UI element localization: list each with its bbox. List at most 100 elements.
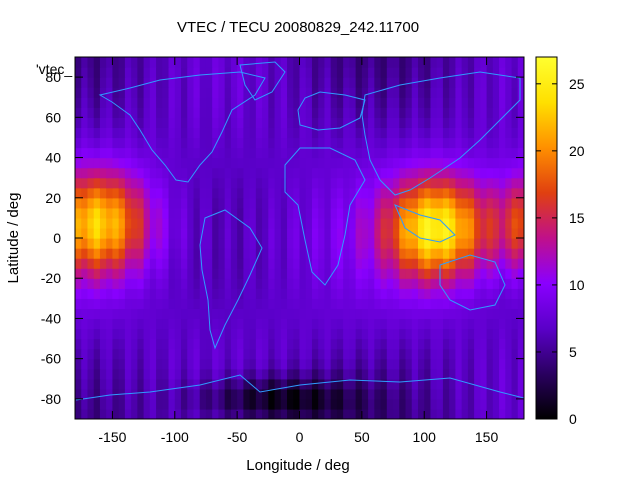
heatmap-cell — [386, 388, 394, 400]
heatmap-cell — [168, 318, 176, 330]
heatmap-cell — [430, 238, 438, 249]
heatmap-cell — [411, 398, 419, 410]
heatmap-cell — [393, 127, 400, 139]
heatmap-cell — [474, 408, 481, 419]
heatmap-cell — [330, 187, 338, 199]
heatmap-cell — [255, 87, 263, 98]
heatmap-cell — [517, 157, 524, 169]
heatmap-cell — [380, 328, 388, 340]
heatmap-cell — [143, 298, 151, 309]
heatmap-cell — [492, 268, 500, 279]
heatmap-cell — [93, 368, 101, 380]
heatmap-cell — [343, 368, 350, 380]
heatmap-cell — [112, 358, 120, 370]
heatmap-cell — [174, 227, 182, 239]
heatmap-cell — [467, 328, 475, 340]
heatmap-cell — [368, 348, 375, 360]
heatmap-cell — [81, 217, 89, 229]
heatmap-cell — [181, 177, 188, 189]
heatmap-cell — [374, 378, 382, 390]
heatmap-cell — [386, 207, 394, 219]
heatmap-cell — [336, 328, 344, 340]
heatmap-cell — [168, 187, 176, 199]
heatmap-cell — [492, 248, 500, 259]
heatmap-cell — [224, 137, 232, 149]
heatmap-cell — [461, 107, 469, 118]
heatmap-cell — [143, 328, 151, 340]
heatmap-cell — [449, 197, 457, 209]
heatmap-cell — [380, 107, 388, 118]
heatmap-cell — [430, 87, 438, 98]
heatmap-cell — [499, 167, 506, 179]
heatmap-cell — [330, 318, 338, 330]
heatmap-cell — [517, 318, 524, 330]
heatmap-cell — [430, 398, 438, 410]
heatmap-cell — [255, 328, 263, 340]
heatmap-cell — [361, 248, 369, 259]
heatmap-cell — [255, 117, 263, 128]
coast-indonesia — [394, 204, 456, 243]
heatmap-cell — [205, 177, 213, 189]
heatmap-cell — [193, 117, 201, 128]
heatmap-cell — [455, 217, 463, 229]
heatmap-cell — [75, 348, 82, 360]
heatmap-cell — [187, 248, 195, 259]
heatmap-cell — [386, 358, 394, 370]
heatmap-cell — [430, 378, 438, 390]
heatmap-cell — [318, 398, 326, 410]
heatmap-cell — [87, 378, 95, 390]
heatmap-cell — [386, 147, 394, 159]
heatmap-cell — [343, 408, 350, 419]
heatmap-cell — [405, 77, 413, 88]
heatmap-cell — [336, 238, 344, 249]
heatmap-cell — [305, 288, 313, 299]
heatmap-cell — [305, 388, 313, 400]
heatmap-cell — [181, 248, 188, 259]
y-tick-label: -20 — [41, 270, 61, 286]
heatmap-cell — [255, 177, 263, 189]
heatmap-cell — [268, 358, 276, 370]
heatmap-cell — [149, 217, 157, 229]
heatmap-cell — [280, 308, 288, 320]
heatmap-cell — [505, 298, 513, 309]
heatmap-cell — [386, 348, 394, 360]
heatmap-cell — [424, 217, 432, 229]
heatmap-cell — [336, 67, 344, 78]
heatmap-cell — [486, 187, 494, 199]
heatmap-cell — [168, 97, 176, 108]
heatmap-cell — [505, 157, 513, 169]
heatmap-cell — [224, 268, 232, 279]
heatmap-cell — [343, 57, 350, 68]
heatmap-cell — [106, 197, 114, 209]
heatmap-cell — [187, 57, 195, 68]
heatmap-cell — [193, 127, 201, 139]
heatmap-cell — [424, 157, 432, 169]
heatmap-cell — [299, 328, 307, 340]
heatmap-cell — [467, 248, 475, 259]
heatmap-cell — [511, 147, 519, 159]
heatmap-cell — [162, 258, 170, 269]
heatmap-cell — [131, 137, 138, 149]
heatmap-cell — [411, 308, 419, 320]
heatmap-cell — [237, 358, 244, 370]
heatmap-cell — [106, 248, 114, 259]
heatmap-cell — [287, 87, 294, 98]
heatmap-cell — [193, 288, 201, 299]
heatmap-cell — [424, 197, 432, 209]
heatmap-cell — [424, 268, 432, 279]
heatmap-cell — [124, 258, 132, 269]
heatmap-cell — [280, 177, 288, 189]
heatmap-cell — [131, 187, 138, 199]
heatmap-cell — [118, 348, 126, 360]
heatmap-cell — [149, 288, 157, 299]
heatmap-cell — [237, 187, 244, 199]
heatmap-cell — [499, 338, 506, 350]
heatmap-cell — [393, 378, 400, 390]
heatmap-cell — [287, 217, 294, 229]
heatmap-cell — [393, 187, 400, 199]
heatmap-cell — [87, 248, 95, 259]
heatmap-cell — [374, 408, 382, 419]
heatmap-cell — [299, 248, 307, 259]
heatmap-cell — [386, 398, 394, 410]
heatmap-cell — [492, 147, 500, 159]
